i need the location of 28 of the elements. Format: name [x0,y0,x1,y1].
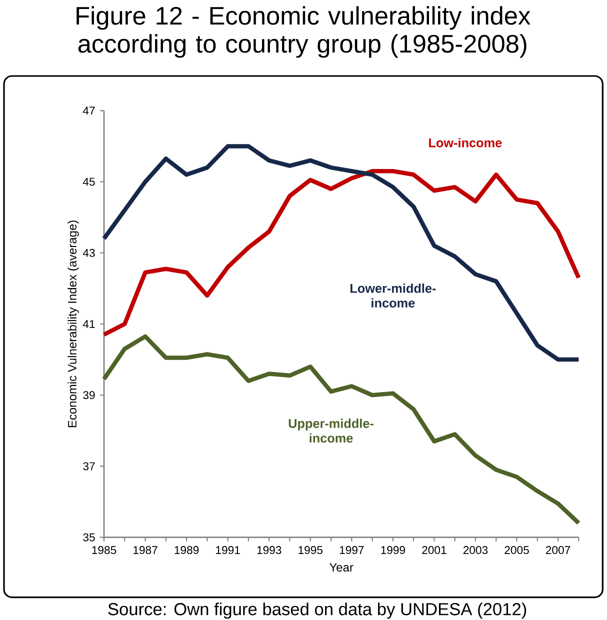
x-tick-label: 1985 [92,546,116,554]
x-tick-label: 1993 [257,546,282,554]
y-tick-label: 43 [82,248,95,257]
y-tick-label: 41 [82,320,95,328]
text: Lower-middle-income [350,284,436,308]
y-axis-title: Economic Vulnerability Index (average) [68,220,79,428]
y-tick-label: 37 [83,462,95,470]
text: Low-income [429,138,502,148]
x-tick-label: 1991 [216,546,240,554]
x-tick-label: 2003 [463,546,488,554]
x-tick-label: 2001 [422,546,446,554]
x-tick-label: 2007 [546,546,570,554]
y-tick-label: 47 [82,106,95,115]
x-tick-label: 1989 [174,546,199,554]
line-series [102,168,581,337]
x-tick-label: 2005 [504,546,529,554]
x-tick-label: 1997 [340,546,364,554]
x-tick-label: 1987 [134,546,158,554]
y-tick-label: 39 [83,391,95,400]
y-tick-label: 35 [83,533,95,542]
source-note: Source: Own figure based on data by UNDESA (2012) [108,602,526,619]
series-label: Upper-middle-income [288,418,374,443]
chart-title: Figure 12 - Economic vulnerability index according to country group (1985-2008) [76,6,530,58]
x-tick-label: 1995 [298,546,323,554]
x-axis-title: Year [329,563,354,572]
line-series [102,334,581,526]
x-tick-label: 1999 [381,546,405,554]
y-tick-label: 45 [82,178,95,186]
